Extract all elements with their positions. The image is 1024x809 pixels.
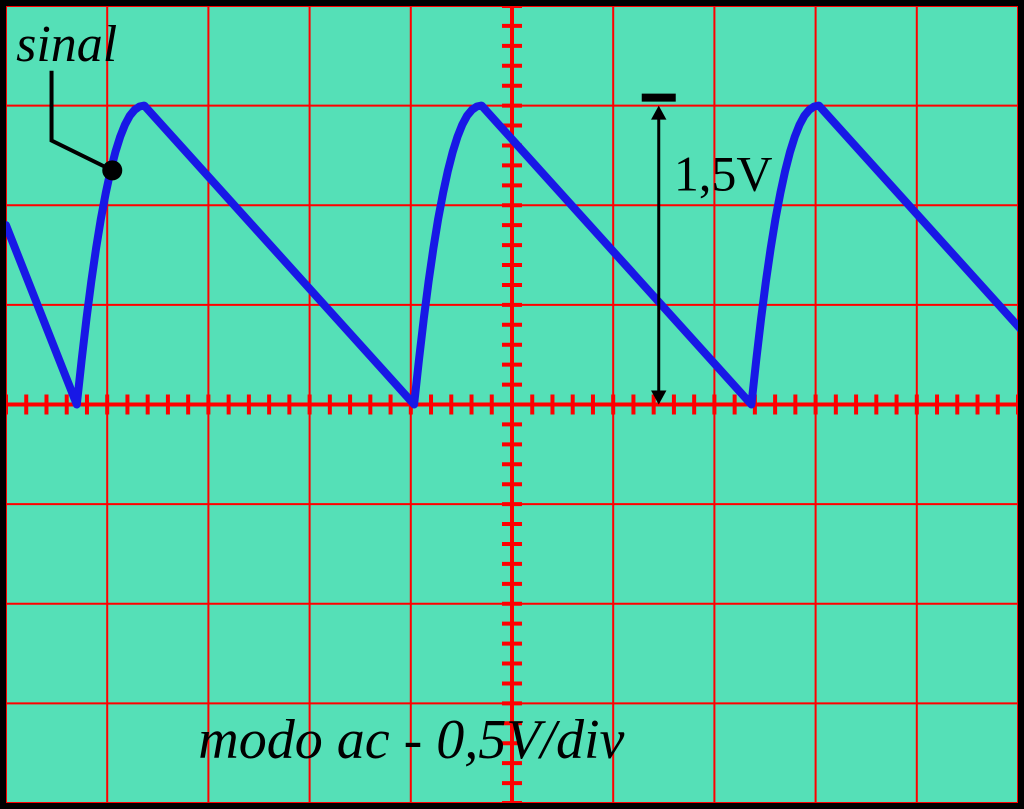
signal-pointer-dot (102, 160, 122, 180)
signal-label: sinal (16, 16, 117, 73)
amplitude-label: 1,5V (674, 145, 773, 201)
mode-caption: modo ac - 0,5V/div (198, 709, 624, 771)
oscilloscope-screen: 1,5V sinal modo ac - 0,5V/div (0, 0, 1024, 809)
scope-svg: 1,5V sinal modo ac - 0,5V/div (0, 0, 1024, 809)
